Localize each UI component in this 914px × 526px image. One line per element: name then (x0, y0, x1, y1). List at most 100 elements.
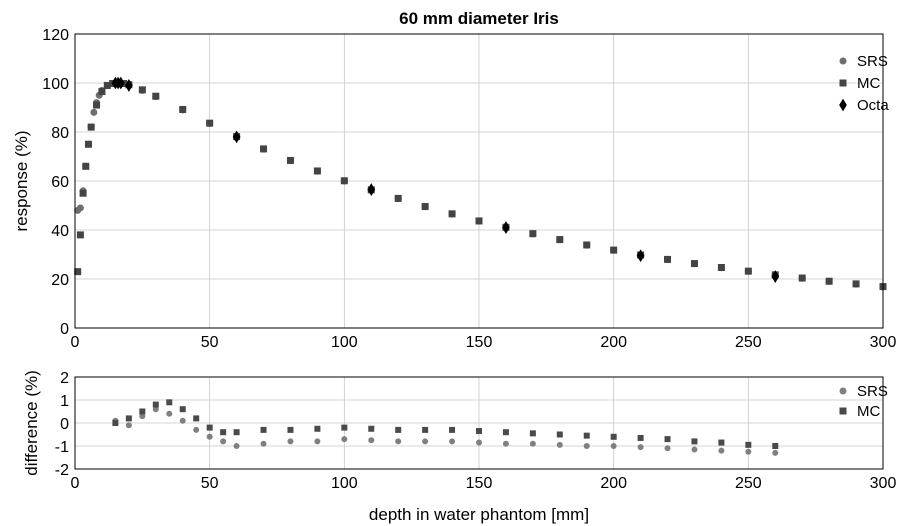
bottom-srs-point (583, 443, 590, 449)
top-mc-point (798, 274, 806, 282)
top-octa-point (502, 221, 510, 234)
bottom-mc-point (152, 401, 159, 408)
bottom-mc-point (691, 438, 698, 445)
bottom-srs-point (166, 410, 173, 417)
bottom-mc-point (206, 424, 213, 431)
top-mc-point (852, 280, 860, 288)
bottom-srs-point (637, 444, 644, 451)
top-mc-point (313, 167, 321, 175)
bottom-y-tick-label: 2 (60, 370, 69, 387)
top-y-tick-label: 60 (51, 174, 69, 191)
bottom-srs-point (556, 441, 563, 448)
top-legend-octa-label: Octa (857, 97, 889, 114)
top-mc-point (610, 246, 618, 254)
top-mc-point (583, 241, 591, 249)
bottom-mc-point (772, 443, 779, 449)
bottom-mc-point (193, 415, 200, 422)
bottom-mc-point (260, 426, 267, 433)
top-octa-point (636, 249, 645, 263)
bottom-x-tick-label: 0 (71, 475, 80, 492)
top-mc-point (340, 177, 348, 185)
bottom-mc-point (718, 439, 725, 446)
bottom-mc-point (314, 425, 321, 432)
bottom-srs-point (179, 417, 186, 424)
bottom-mc-point (529, 430, 536, 437)
bottom-mc-point (664, 436, 671, 443)
top-mc-point (82, 162, 90, 170)
top-x-tick-label: 250 (735, 334, 762, 351)
bottom-srs-point (422, 438, 429, 445)
bottom-mc-point (556, 431, 563, 438)
bottom-y-tick-label: 1 (60, 393, 69, 410)
top-mc-point (87, 123, 95, 131)
bottom-srs-point (220, 438, 227, 445)
top-mc-point (556, 236, 564, 244)
top-mc-point (103, 81, 111, 89)
top-mc-point (286, 156, 294, 164)
bottom-x-tick-label: 50 (201, 475, 219, 492)
bottom-mc-point (112, 420, 119, 426)
top-mc-point (394, 194, 402, 202)
bottom-x-tick-label: 100 (331, 475, 358, 492)
bottom-mc-point (745, 441, 752, 448)
bottom-srs-point (193, 426, 200, 433)
bottom-mc-point (449, 426, 456, 433)
bottom-srs-point (502, 440, 509, 447)
bottom-mc-point (583, 432, 590, 439)
top-legend-srs-label: SRS (857, 53, 888, 70)
top-x-tick-label: 0 (71, 334, 80, 351)
bottom-srs-point (314, 438, 321, 445)
response-panel: 60 mm diameter Iris 0 50 100 150 200 250 300 0 2… (12, 9, 896, 351)
bottom-srs-point (260, 440, 267, 447)
bottom-y-axis-label: difference (%) (22, 370, 41, 476)
bottom-legend-srs-marker (839, 387, 847, 395)
top-mc-point (93, 101, 101, 109)
top-legend-mc-label: MC (857, 75, 880, 92)
top-mc-point (664, 255, 672, 263)
bottom-legend: SRS MC (839, 383, 888, 420)
bottom-tick-labels: 0 50 100 150 200 250 300 -2 -1 0 1 2 (55, 370, 897, 492)
bottom-mc-point (139, 408, 146, 415)
bottom-data-marks (112, 399, 779, 456)
top-x-tick-label: 100 (331, 334, 358, 351)
bottom-srs-point (664, 445, 671, 452)
top-mc-point (138, 86, 146, 94)
bottom-y-tick-label: 0 (60, 416, 69, 433)
bottom-mc-point (395, 426, 402, 433)
top-x-tick-label: 50 (201, 334, 219, 351)
bottom-mc-point (220, 429, 227, 436)
top-mc-point (74, 268, 82, 276)
top-x-tick-label: 150 (466, 334, 493, 351)
bottom-mc-point (341, 424, 348, 431)
bottom-mc-point (610, 433, 617, 440)
bottom-srs-point (125, 422, 132, 429)
top-grid (74, 33, 884, 329)
top-octa-point (116, 76, 125, 90)
bottom-srs-point (287, 438, 294, 445)
top-plot-frame (74, 33, 884, 329)
bottom-mc-point (166, 399, 173, 406)
bottom-plot-frame (74, 376, 884, 470)
top-mc-point (421, 202, 429, 210)
top-legend-mc-marker (839, 79, 847, 87)
top-octa-point (232, 130, 241, 144)
top-mc-point (717, 263, 725, 271)
bottom-mc-point (422, 426, 429, 433)
bottom-srs-point (206, 433, 213, 440)
top-octa-point (771, 270, 780, 283)
bottom-x-tick-label: 300 (870, 475, 897, 492)
top-mc-point (76, 231, 84, 239)
top-legend-srs-marker (839, 57, 847, 65)
bottom-srs-point (449, 438, 456, 445)
bottom-srs-point (691, 446, 698, 453)
bottom-srs-point (368, 437, 375, 444)
top-mc-point (79, 189, 87, 197)
bottom-srs-point (745, 448, 752, 455)
top-octa-point (125, 79, 133, 92)
top-srs-point (76, 204, 84, 212)
chart-title: 60 mm diameter Iris (399, 9, 559, 28)
top-y-tick-label: 100 (42, 76, 69, 93)
top-y-tick-label: 20 (51, 272, 69, 289)
bottom-mc-point (476, 428, 482, 435)
bottom-srs-point (152, 406, 159, 413)
